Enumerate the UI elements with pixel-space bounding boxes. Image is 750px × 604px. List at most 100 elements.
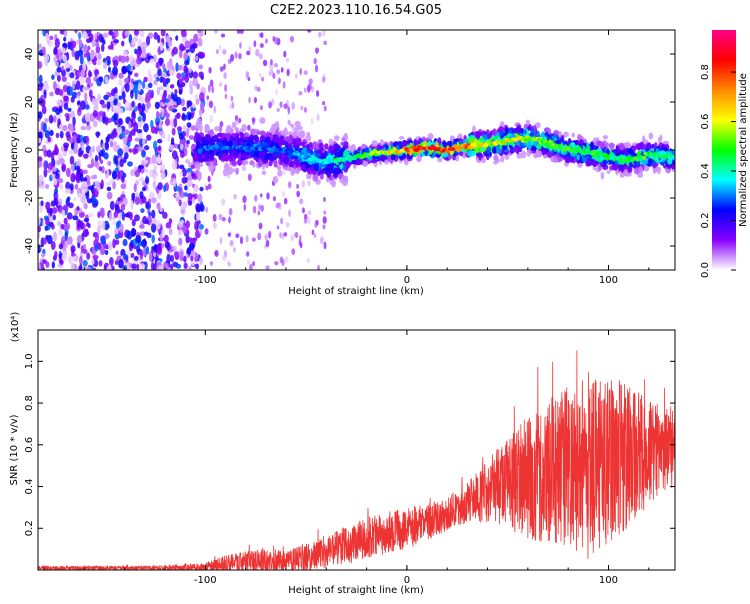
- heatmap-cell: [253, 151, 260, 158]
- heatmap-cell: [47, 162, 54, 171]
- heatmap-cell: [109, 211, 113, 222]
- heatmap-cell: [70, 173, 76, 183]
- heatmap-cell: [301, 180, 306, 188]
- heatmap-cell: [349, 144, 355, 153]
- heatmap-cell: [166, 253, 172, 264]
- heatmap-cell: [319, 236, 324, 245]
- heatmap-cell: [178, 237, 183, 246]
- heatmap-cell: [53, 178, 58, 186]
- heatmap-cell: [62, 204, 69, 212]
- heatmap-cell: [181, 167, 187, 177]
- heatmap-cell: [80, 69, 85, 78]
- heatmap-cell: [483, 152, 490, 157]
- heatmap-cell: [626, 142, 630, 148]
- y-tick-label: 0.6: [24, 437, 35, 453]
- heatmap-cell: [233, 140, 238, 147]
- heatmap-cell: [137, 82, 142, 92]
- heatmap-cell: [109, 257, 114, 266]
- heatmap-cell: [80, 125, 87, 131]
- heatmap-cell: [123, 50, 128, 57]
- heatmap-cell: [120, 183, 127, 190]
- heatmap-cell: [252, 261, 255, 266]
- heatmap-cell: [333, 135, 340, 141]
- heatmap-cell: [172, 245, 178, 252]
- heatmap-cell: [145, 35, 151, 46]
- heatmap-cell: [154, 101, 160, 110]
- heatmap-cell: [602, 160, 607, 168]
- heatmap-cell: [188, 112, 192, 120]
- heatmap-cell: [318, 31, 322, 38]
- heatmap-cell: [195, 164, 201, 172]
- heatmap-cell: [303, 219, 308, 224]
- heatmap-cell: [147, 82, 153, 89]
- heatmap-cell: [138, 164, 145, 170]
- heatmap-cell: [173, 117, 178, 128]
- heatmap-cell: [207, 183, 212, 190]
- heatmap-cell: [99, 159, 104, 165]
- heatmap-cell: [198, 64, 204, 70]
- heatmap-cell: [246, 251, 250, 257]
- heatmap-cell: [112, 171, 118, 179]
- heatmap-cell: [103, 152, 109, 160]
- heatmap-cell: [180, 30, 187, 37]
- y-tick-label: -20: [24, 190, 35, 206]
- heatmap-cell: [79, 263, 83, 270]
- heatmap-cell: [185, 253, 189, 259]
- heatmap-cell: [553, 130, 560, 136]
- heatmap-cell: [54, 250, 58, 259]
- heatmap-cell: [307, 210, 312, 216]
- heatmap-cell: [205, 124, 209, 129]
- heatmap-cell: [130, 252, 135, 259]
- heatmap-cell: [158, 122, 162, 130]
- heatmap-cell: [159, 86, 164, 91]
- heatmap-cell: [75, 80, 81, 91]
- heatmap-cell: [338, 173, 344, 178]
- heatmap-cell: [323, 105, 327, 112]
- heatmap-cell: [178, 89, 183, 95]
- heatmap-cell: [183, 125, 187, 132]
- heatmap-cell: [101, 165, 105, 174]
- heatmap-cell: [212, 213, 217, 222]
- heatmap-cell: [67, 107, 72, 112]
- heatmap-cell: [157, 68, 162, 77]
- heatmap-cell: [91, 145, 95, 153]
- heatmap-cell: [106, 101, 111, 110]
- heatmap-cell: [179, 219, 185, 225]
- heatmap-cell: [137, 102, 142, 109]
- heatmap-cell: [537, 150, 543, 158]
- heatmap-cell: [199, 38, 203, 47]
- colorbar-gradient: [712, 30, 736, 270]
- heatmap-cell: [134, 137, 140, 142]
- heatmap-cell: [223, 63, 226, 70]
- heatmap-cell: [196, 171, 202, 181]
- heatmap-cell: [180, 206, 185, 211]
- heatmap-cell: [44, 130, 50, 139]
- heatmap-cell: [594, 156, 599, 161]
- heatmap-cell: [134, 72, 139, 78]
- heatmap-cell: [132, 147, 138, 155]
- heatmap-cell: [272, 176, 279, 184]
- heatmap-cell: [72, 134, 77, 143]
- heatmap-cell: [283, 232, 288, 237]
- heatmap-cell: [77, 151, 83, 158]
- heatmap-cell: [93, 174, 98, 180]
- heatmap-cell: [298, 234, 302, 243]
- heatmap-cell: [218, 82, 223, 87]
- heatmap-cell: [49, 91, 54, 97]
- heatmap-cell: [127, 161, 133, 167]
- heatmap-cell: [322, 224, 326, 230]
- heatmap-cell: [144, 178, 149, 183]
- heatmap-cell: [79, 100, 86, 111]
- heatmap-cell: [265, 132, 272, 138]
- heatmap-cell: [113, 39, 120, 44]
- heatmap-cell: [222, 49, 227, 55]
- heatmap-cell: [107, 66, 111, 73]
- heatmap-cell: [161, 71, 167, 78]
- heatmap-cell: [476, 152, 482, 157]
- heatmap-cell: [250, 128, 257, 135]
- heatmap-cell: [268, 230, 272, 239]
- heatmap-cell: [463, 139, 469, 144]
- heatmap-cell: [220, 33, 226, 38]
- heatmap-cell: [279, 232, 282, 239]
- heatmap-cell: [119, 223, 124, 234]
